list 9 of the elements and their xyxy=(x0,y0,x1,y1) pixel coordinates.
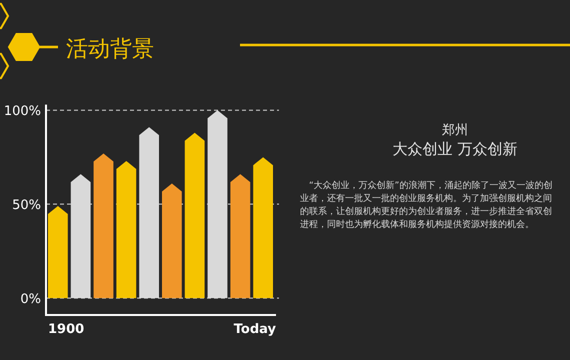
y-tick-label: 0% xyxy=(20,292,41,308)
x-tick-label: Today xyxy=(234,322,277,337)
text: 大众创业 万众创新 xyxy=(392,140,518,158)
y-tick-label: 100% xyxy=(4,104,41,120)
y-tick-label: 50% xyxy=(12,198,41,214)
text: “大众创业，万众创新”的浪潮下，涌起的除了一波又一波的创业者，还有一批又一批的创业服务机构。为了加强创服机构之间的联系，让创服机构更好的为创业者服务，进一步推进全省双创进程，同时也为孵化载体和服务机构提供资源对接的机会。 xyxy=(300,180,554,232)
title: 活动背景 xyxy=(66,37,154,62)
text: 郑州 xyxy=(442,123,468,138)
x-tick-label: 1900 xyxy=(48,322,84,337)
